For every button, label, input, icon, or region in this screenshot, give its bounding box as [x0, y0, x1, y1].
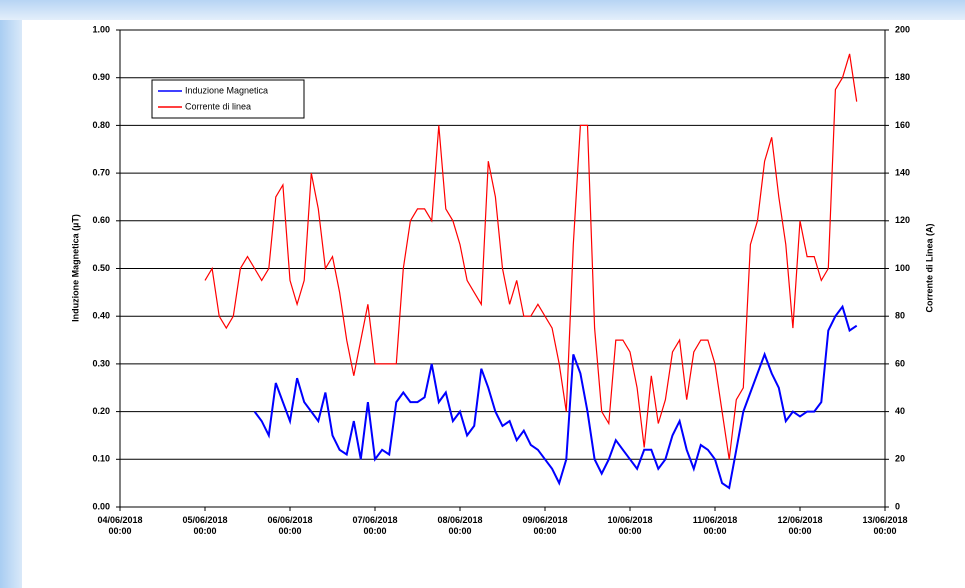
x-tick-label: 08/06/2018 00:00: [437, 515, 483, 536]
y2-tick-label: 80: [895, 311, 905, 321]
x-tick-label: 11/06/2018 00:00: [692, 515, 738, 536]
y-tick-label: 0.40: [92, 311, 110, 321]
y2-tick-label: 60: [895, 358, 905, 368]
x-tick-label: 12/06/2018 00:00: [777, 515, 823, 536]
y2-tick-label: 180: [895, 72, 910, 82]
y2-tick-label: 140: [895, 167, 910, 177]
x-tick-label: 06/06/2018 00:00: [267, 515, 313, 536]
y-tick-label: 0.30: [92, 358, 110, 368]
y2-tick-label: 160: [895, 120, 910, 130]
y-tick-label: 0.90: [92, 72, 110, 82]
x-tick-label: 10/06/2018 00:00: [607, 515, 653, 536]
y-tick-label: 0.80: [92, 120, 110, 130]
y-tick-label: 0.20: [92, 406, 110, 416]
x-tick-label: 07/06/2018 00:00: [352, 515, 398, 536]
y-tick-label: 0.60: [92, 215, 110, 225]
legend-box: [151, 79, 305, 119]
series-line: [253, 304, 858, 490]
x-tick-label: 09/06/2018 00:00: [522, 515, 568, 536]
y2-tick-label: 120: [895, 215, 910, 225]
y2-tick-label: 100: [895, 263, 910, 273]
x-tick-label: 05/06/2018 00:00: [182, 515, 228, 536]
y2-axis-label: Corrente di Linea (A): [924, 223, 934, 312]
y-tick-label: 0.70: [92, 167, 110, 177]
y-axis-label: Induzione Magnetica (µT): [70, 214, 80, 322]
y-tick-label: 0.10: [92, 454, 110, 464]
y-tick-label: 0.50: [92, 263, 110, 273]
y-tick-label: 0.00: [92, 501, 110, 511]
y2-tick-label: 20: [895, 454, 905, 464]
y2-tick-label: 0: [895, 501, 900, 511]
y2-tick-label: 40: [895, 406, 905, 416]
legend-label: Corrente di linea: [185, 101, 251, 111]
y-tick-label: 1.00: [92, 24, 110, 34]
legend-label: Induzione Magnetica: [185, 85, 268, 95]
y2-tick-label: 200: [895, 24, 910, 34]
top-band: [0, 0, 965, 20]
series-line: [204, 53, 858, 460]
x-tick-label: 13/06/2018 00:00: [862, 515, 908, 536]
x-tick-label: 04/06/2018 00:00: [97, 515, 143, 536]
